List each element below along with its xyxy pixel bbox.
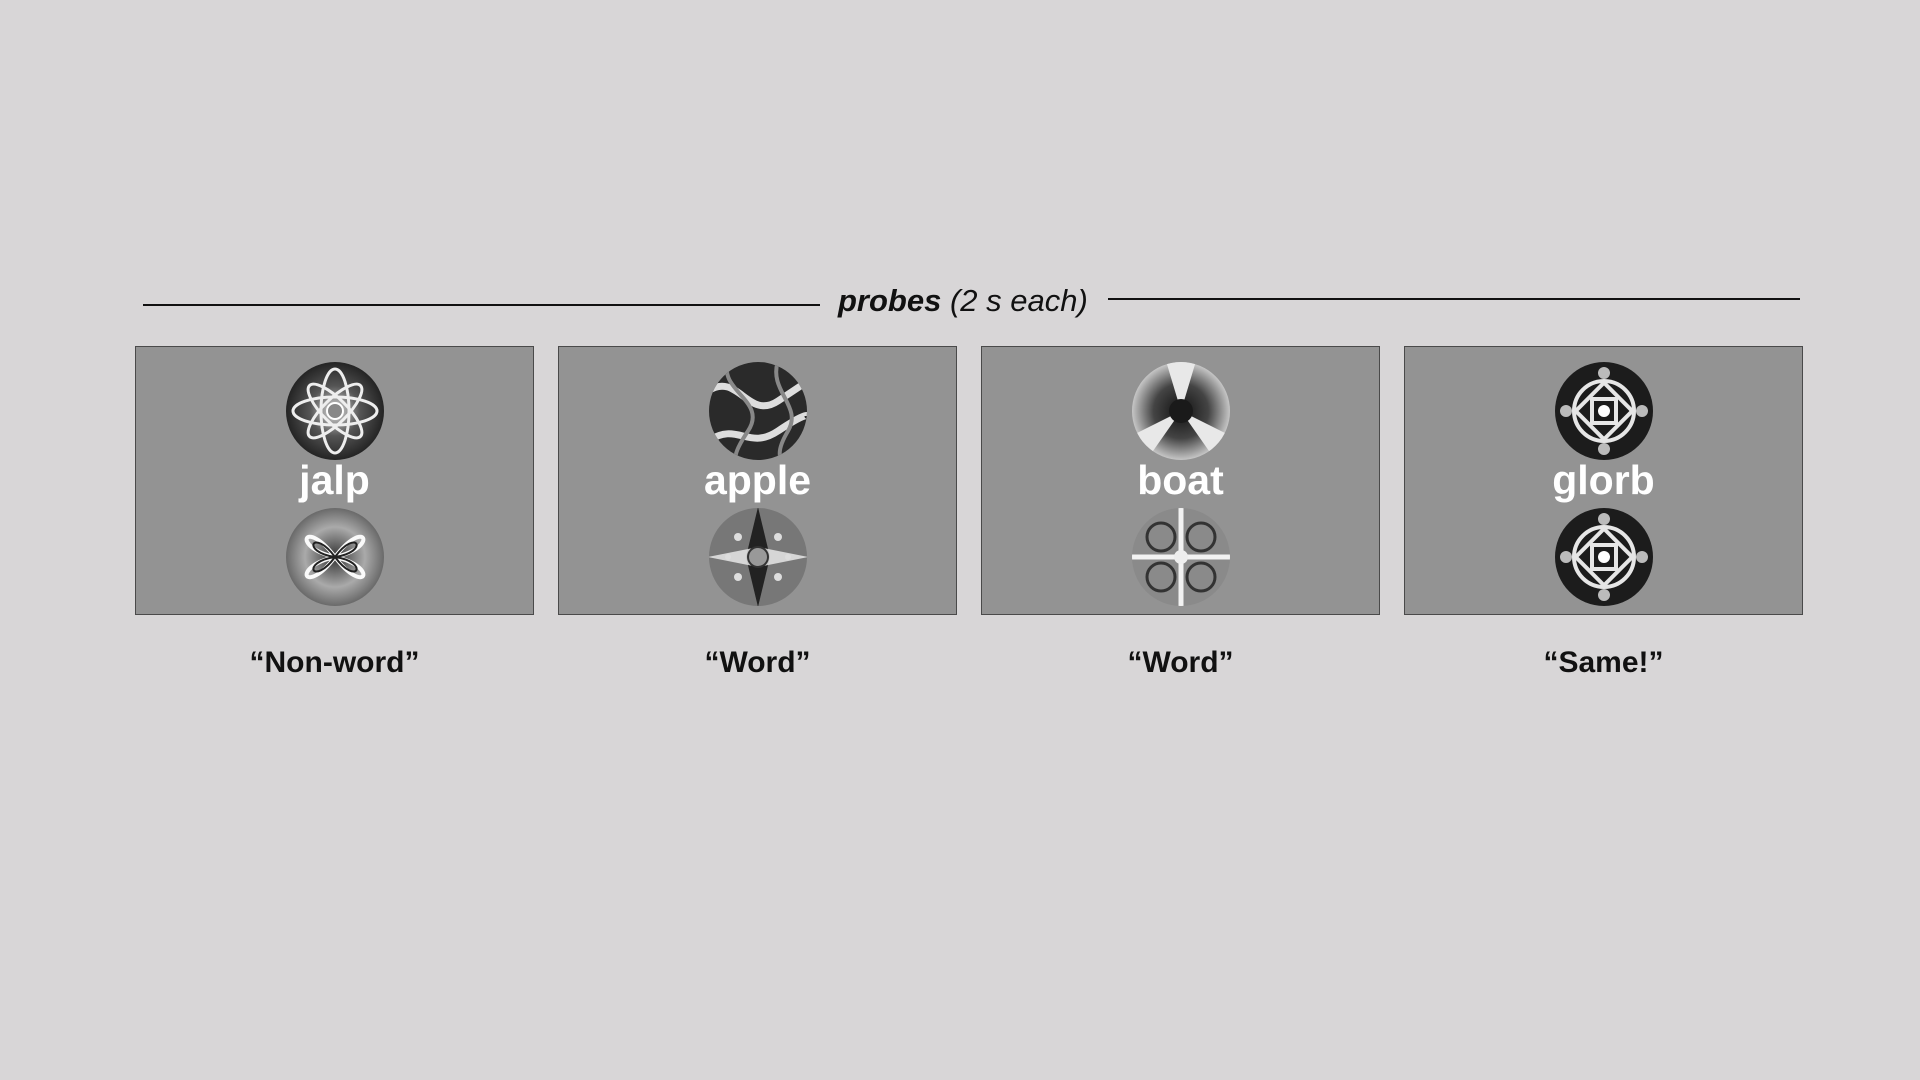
probe-word: apple (703, 457, 812, 503)
header-title: probes (2 s each) (838, 283, 1088, 319)
probe-word: boat (1137, 457, 1224, 503)
probe-word: glorb (1552, 457, 1655, 503)
fractal-pattern-icon (709, 362, 807, 460)
probe-panels: jalp (135, 346, 1805, 618)
probe-panel-1: jalp (135, 346, 534, 615)
fractal-pattern-icon (1555, 508, 1653, 606)
header-title-bold: probes (838, 283, 942, 318)
probe-word: jalp (299, 457, 370, 503)
probe-panel-3: boat (981, 346, 1380, 615)
response-label-2: “Word” (704, 646, 811, 679)
fractal-pattern-icon (1132, 508, 1230, 606)
response-label-3: “Word” (1127, 646, 1234, 679)
header-rule-left (143, 304, 820, 306)
fractal-pattern-icon (709, 508, 807, 606)
fractal-pattern-icon (286, 362, 384, 460)
fractal-pattern-icon (286, 508, 384, 606)
fractal-pattern-icon (1132, 362, 1230, 460)
header-rule-right (1108, 298, 1800, 300)
probes-header: probes (2 s each) (143, 280, 1800, 324)
header-title-rest: (2 s each) (941, 283, 1088, 318)
fractal-pattern-icon (1555, 362, 1653, 460)
probe-panel-4: glorb (1404, 346, 1803, 615)
response-label-1: “Non-word” (249, 646, 420, 679)
probe-panel-2: apple (558, 346, 957, 615)
response-label-4: “Same!” (1543, 646, 1664, 679)
